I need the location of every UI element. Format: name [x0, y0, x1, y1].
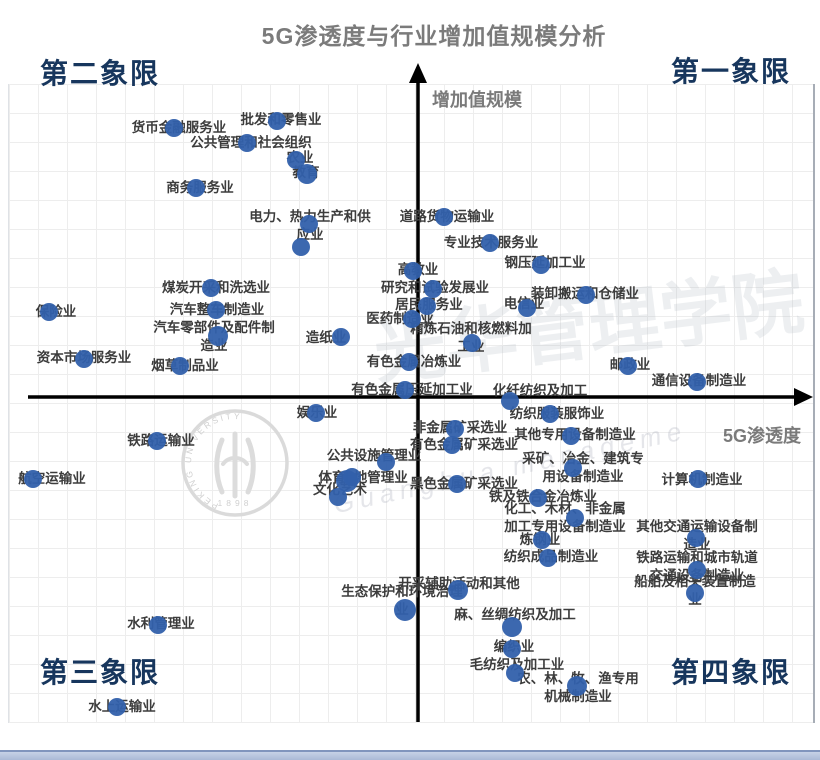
data-point-dot [148, 432, 166, 450]
x-axis-label: 5G渗透度 [722, 426, 802, 446]
data-point-dot [688, 373, 706, 391]
data-point-dot [268, 112, 286, 130]
data-point-dot [686, 584, 704, 602]
data-point-dot [481, 234, 499, 252]
data-point-dot [533, 531, 551, 549]
data-point-dot [529, 489, 547, 507]
data-point-dot [688, 561, 706, 579]
data-point-dot [689, 470, 707, 488]
y-axis-label: 增加值规模 [432, 90, 522, 110]
data-point-dot [448, 580, 468, 600]
data-point-dot [506, 664, 524, 682]
data-point-dot [400, 353, 418, 371]
data-point-dot [532, 256, 550, 274]
data-point-dot [208, 326, 228, 346]
y-axis-arrow [409, 63, 427, 83]
data-point-dot [418, 297, 436, 315]
data-point-dot [443, 436, 461, 454]
data-point-dot [403, 310, 421, 328]
industry-label: 麻、丝绸纺织及加工 [454, 606, 576, 622]
data-point-dot [329, 488, 347, 506]
data-point-dot [377, 453, 395, 471]
data-point-dot [501, 392, 519, 410]
industry-label: 有色金属矿采选业 [410, 436, 518, 452]
data-point-dot [165, 119, 183, 137]
data-point-dot [396, 381, 414, 399]
data-point-dot [502, 617, 522, 637]
data-point-dot [75, 350, 93, 368]
data-point-dot [463, 334, 481, 352]
data-point-dot [564, 459, 582, 477]
data-point-dot [619, 357, 637, 375]
data-point-dot [307, 404, 325, 422]
data-point-dot [24, 470, 42, 488]
data-point-dot [171, 357, 189, 375]
data-point-dot [404, 262, 422, 280]
data-point-dot [687, 529, 705, 547]
data-point-dot [108, 698, 126, 716]
data-point-dot [297, 164, 317, 184]
data-point-dot [448, 475, 466, 493]
data-point-dot [300, 215, 318, 233]
data-point-dot [503, 640, 521, 658]
data-point-dot [149, 616, 167, 634]
data-point-dot [518, 299, 536, 317]
data-point-dot [207, 301, 225, 319]
data-point-dot [562, 427, 580, 445]
quadrant-2-label: 第二象限 [39, 58, 161, 89]
data-point-dot [332, 328, 350, 346]
industry-label: 采矿、冶金、建筑专 用设备制造业 [522, 450, 644, 484]
data-point-dot [435, 208, 453, 226]
data-point-dot [541, 405, 559, 423]
data-point-dot [566, 509, 584, 527]
data-point-dot [539, 549, 557, 567]
chart-title: 5G渗透度与行业增加值规模分析 [261, 23, 607, 49]
data-point-dot [577, 286, 595, 304]
data-point-dot [446, 420, 464, 438]
data-point-dot [40, 303, 58, 321]
data-point-dot [187, 179, 205, 197]
data-point-dot [567, 676, 587, 696]
data-point-dot [202, 279, 220, 297]
bottom-edge-bar [0, 750, 820, 760]
quadrant-3-label: 第三象限 [39, 657, 161, 688]
data-point-dot [394, 599, 416, 621]
data-point-dot [287, 151, 305, 169]
quadrant-1-label: 第一象限 [670, 56, 792, 87]
data-point-dot [292, 238, 310, 256]
data-point-dot [238, 134, 256, 152]
industry-label: 公共设施管理业 [326, 447, 422, 463]
data-point-dot [343, 468, 361, 486]
data-point-dot [424, 280, 442, 298]
quadrant-4-label: 第四象限 [670, 657, 792, 688]
